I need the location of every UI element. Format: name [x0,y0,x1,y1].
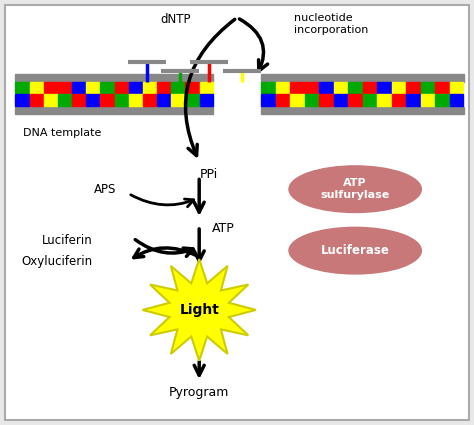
Text: ATP
sulfurylase: ATP sulfurylase [320,178,390,200]
Bar [319,82,333,94]
Bar [15,107,213,114]
Text: Light: Light [179,303,219,317]
Bar [421,82,434,94]
Text: PPi: PPi [200,168,218,181]
Bar [305,82,318,94]
Text: Oxyluciferin: Oxyluciferin [22,255,93,268]
Bar [348,94,362,106]
Bar [261,107,464,114]
Bar [334,82,347,94]
Bar [100,82,114,94]
Bar [200,82,213,94]
Bar [290,82,304,94]
Bar [143,94,156,106]
FancyBboxPatch shape [5,5,469,420]
Bar [86,94,100,106]
Text: DNA template: DNA template [23,128,101,138]
Bar [261,82,274,94]
Text: Luciferin: Luciferin [42,233,93,246]
Bar [435,82,449,94]
Bar [171,82,184,94]
Bar [129,94,142,106]
Text: Luciferase: Luciferase [321,244,390,257]
Bar [435,94,449,106]
Text: ATP: ATP [211,222,234,235]
Bar [115,82,128,94]
Bar [129,82,142,94]
Bar [58,94,71,106]
Bar [86,82,100,94]
Bar [29,82,43,94]
Bar [450,82,464,94]
Bar [305,94,318,106]
Bar [200,94,213,106]
Bar [72,82,85,94]
Bar [72,94,85,106]
Bar [406,94,420,106]
Bar [157,94,170,106]
Bar [377,82,391,94]
Bar [392,82,405,94]
Bar [275,94,289,106]
Bar [406,82,420,94]
Bar [143,82,156,94]
Bar [392,94,405,106]
Bar [171,94,184,106]
Bar [115,94,128,106]
Bar [58,82,71,94]
Bar [290,94,304,106]
Bar [334,94,347,106]
Text: dNTP: dNTP [160,14,191,26]
Bar [15,82,28,94]
Bar [100,94,114,106]
Text: Pyrogram: Pyrogram [169,386,229,399]
Bar [363,94,376,106]
Text: nucleotide
incorporation: nucleotide incorporation [294,14,368,35]
Ellipse shape [289,166,421,212]
Polygon shape [143,259,256,361]
Bar [185,94,199,106]
Bar [15,74,213,82]
Bar [185,82,199,94]
Bar [450,94,464,106]
Bar [348,82,362,94]
Bar [363,82,376,94]
Bar [275,82,289,94]
Bar [261,94,274,106]
Bar [421,94,434,106]
Bar [157,82,170,94]
Bar [44,82,57,94]
Bar [377,94,391,106]
Bar [261,74,464,82]
Bar [15,94,28,106]
Bar [44,94,57,106]
Ellipse shape [289,227,421,274]
Text: APS: APS [93,183,116,196]
Bar [29,94,43,106]
Bar [319,94,333,106]
